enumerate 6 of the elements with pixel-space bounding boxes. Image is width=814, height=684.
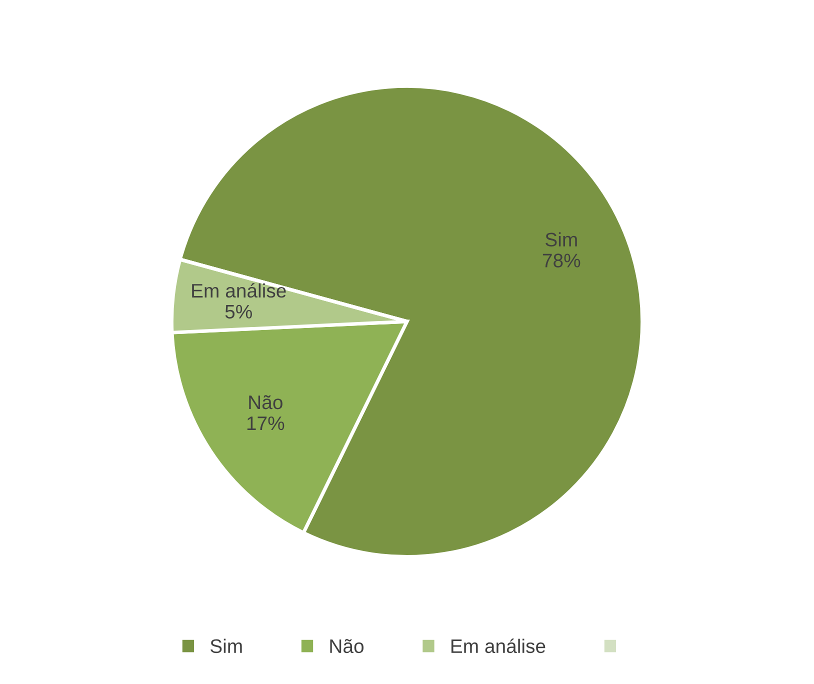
legend-label: Em análise xyxy=(451,638,546,654)
data-label: Em análise 5% xyxy=(192,283,286,319)
legend-label: Não xyxy=(330,638,364,654)
data-label: Não 17% xyxy=(247,395,284,430)
legend-label: Sim xyxy=(210,638,242,654)
data-label: Sim 78% xyxy=(542,232,580,268)
